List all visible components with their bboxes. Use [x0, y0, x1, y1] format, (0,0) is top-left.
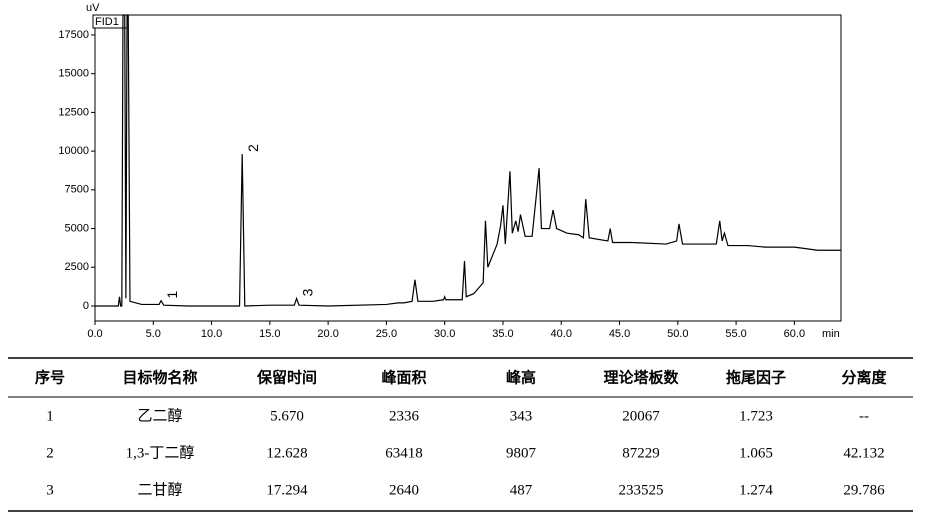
table-cell: 42.132 [843, 445, 884, 461]
y-tick-label: 10000 [58, 145, 89, 157]
table-cell: 9807 [506, 445, 537, 461]
table-cell: 2640 [389, 482, 419, 498]
y-axis-label: uV [86, 2, 100, 14]
x-tick-label: 40.0 [551, 328, 572, 340]
table-cell: 17.294 [266, 482, 308, 498]
y-tick-label: 15000 [58, 68, 89, 80]
table-cell: -- [859, 408, 869, 424]
table-cell: 487 [510, 482, 533, 498]
table-cell: 1.274 [739, 482, 773, 498]
table-header: 峰面积 [381, 369, 426, 387]
x-tick-label: 5.0 [146, 328, 161, 340]
x-axis-label: min [822, 328, 840, 340]
plot-frame [94, 14, 842, 322]
peak-label: 2 [245, 144, 261, 152]
peak-label: 3 [299, 288, 315, 296]
x-tick-label: 10.0 [201, 328, 222, 340]
table-cell: 3 [46, 482, 54, 498]
legend-entry: FID1 [95, 16, 119, 28]
x-tick-label: 60.0 [784, 328, 805, 340]
table-cell: 29.786 [843, 482, 885, 498]
x-tick-label: 50.0 [667, 328, 688, 340]
table-header: 分离度 [841, 369, 887, 387]
table-cell: 12.628 [266, 445, 307, 461]
table-cell: 20067 [622, 408, 660, 424]
y-tick-label: 5000 [65, 222, 89, 234]
table-cell: 233525 [619, 482, 664, 498]
table-cell: 1,3-丁二醇 [126, 444, 195, 461]
y-tick-label: 7500 [65, 184, 89, 196]
y-tick-label: 17500 [58, 29, 89, 41]
table-cell: 343 [510, 408, 533, 424]
y-tick-label: 0 [83, 300, 89, 312]
y-tick-label: 12500 [58, 106, 89, 118]
table-cell: 1.065 [739, 445, 773, 461]
table-header: 目标物名称 [122, 369, 197, 387]
table-header: 峰高 [506, 369, 536, 387]
x-tick-label: 25.0 [376, 328, 397, 340]
table-header: 理论塔板数 [603, 369, 679, 387]
table-cell: 87229 [622, 445, 660, 461]
x-tick-label: 35.0 [492, 328, 513, 340]
x-tick-label: 30.0 [434, 328, 455, 340]
table-cell: 1.723 [739, 408, 773, 424]
table-header: 拖尾因子 [726, 369, 786, 387]
table-cell: 乙二醇 [137, 407, 182, 424]
x-tick-label: 0.0 [87, 328, 102, 340]
table-cell: 63418 [385, 445, 423, 461]
x-tick-label: 45.0 [609, 328, 630, 340]
y-tick-label: 2500 [65, 261, 89, 273]
x-tick-label: 55.0 [725, 328, 746, 340]
table-cell: 2336 [389, 408, 420, 424]
trace [95, 14, 841, 307]
table-cell: 5.670 [270, 408, 304, 424]
table-cell: 二甘醇 [137, 481, 182, 498]
table-cell: 2 [46, 445, 54, 461]
x-tick-label: 20.0 [317, 328, 338, 340]
table-header: 保留时间 [256, 369, 317, 387]
table-header: 序号 [35, 369, 65, 387]
x-tick-label: 15.0 [259, 328, 280, 340]
peak-label: 1 [164, 291, 180, 299]
table-cell: 1 [46, 408, 54, 424]
